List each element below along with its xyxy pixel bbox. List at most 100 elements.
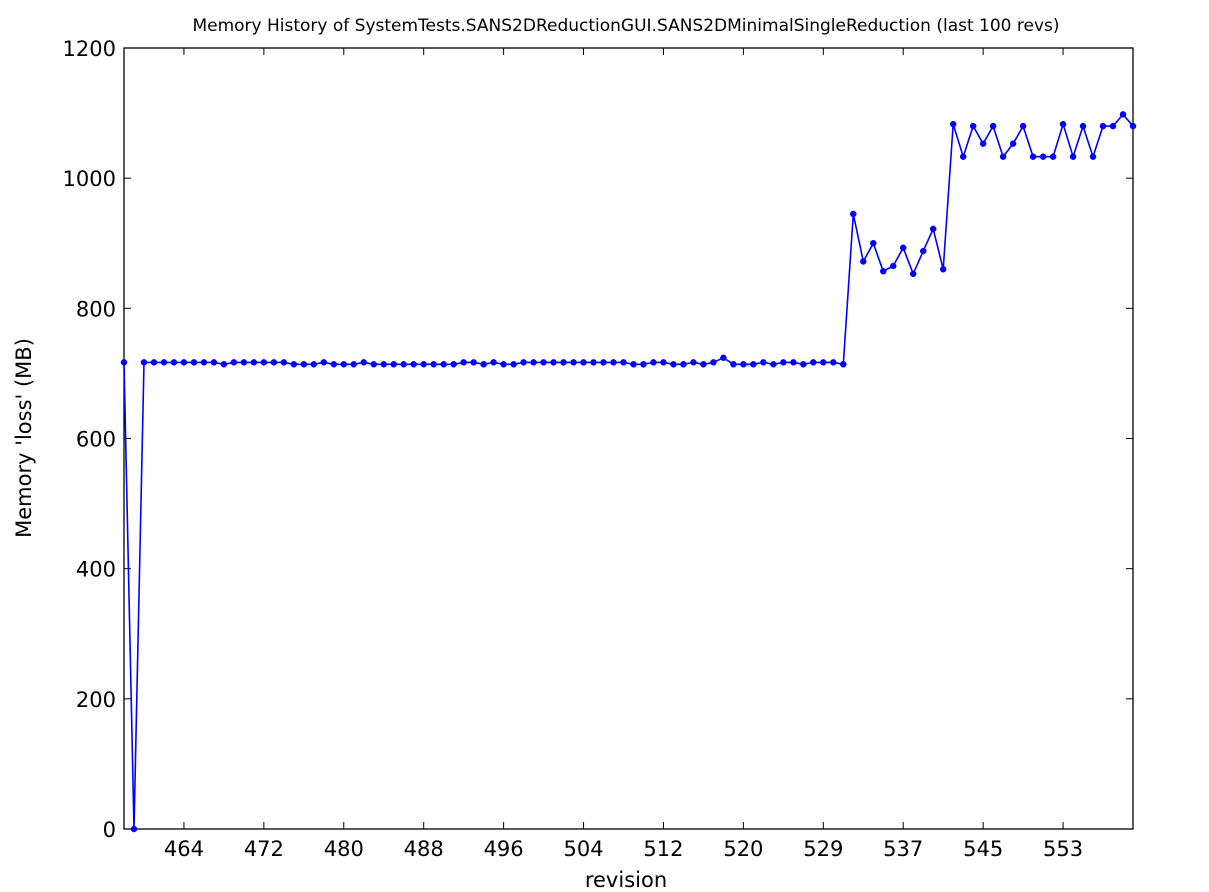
data-point bbox=[410, 361, 417, 368]
data-point bbox=[350, 361, 358, 368]
data-point bbox=[840, 361, 847, 368]
x-tick-label: 504 bbox=[563, 837, 603, 861]
data-point bbox=[1009, 140, 1017, 147]
data-point bbox=[270, 359, 278, 366]
x-tick-label: 520 bbox=[723, 837, 763, 861]
data-point bbox=[1069, 153, 1077, 160]
data-point bbox=[750, 361, 757, 368]
data-point bbox=[390, 361, 397, 368]
chart-title: Memory History of SystemTests.SANS2DRedu… bbox=[192, 16, 1059, 36]
data-point bbox=[420, 361, 427, 368]
data-point bbox=[660, 359, 667, 366]
data-point bbox=[810, 359, 817, 366]
data-point bbox=[680, 361, 687, 368]
x-tick-label: 464 bbox=[164, 837, 204, 861]
data-point bbox=[909, 270, 917, 278]
data-point bbox=[160, 359, 168, 366]
data-point bbox=[430, 361, 437, 368]
data-point bbox=[989, 122, 997, 130]
data-point bbox=[450, 361, 457, 368]
data-point bbox=[380, 361, 387, 368]
data-point bbox=[1119, 111, 1127, 118]
data-point bbox=[180, 359, 188, 366]
data-point bbox=[889, 262, 897, 270]
x-tick-label: 545 bbox=[963, 837, 1003, 861]
data-point bbox=[250, 359, 258, 366]
data-point bbox=[120, 359, 128, 366]
y-tick-label: 0 bbox=[103, 818, 116, 842]
data-point bbox=[280, 359, 288, 366]
data-point bbox=[600, 359, 607, 366]
data-point bbox=[740, 361, 747, 368]
data-point bbox=[1099, 122, 1107, 130]
data-point bbox=[650, 359, 657, 366]
data-point bbox=[979, 140, 987, 147]
data-point bbox=[550, 359, 557, 366]
data-point bbox=[790, 359, 797, 366]
data-point bbox=[330, 361, 338, 368]
data-point bbox=[360, 359, 368, 366]
data-point bbox=[780, 359, 787, 366]
data-point bbox=[240, 359, 248, 366]
data-point bbox=[150, 359, 158, 366]
y-tick-label: 1200 bbox=[63, 37, 116, 61]
data-point bbox=[1059, 120, 1067, 128]
data-point bbox=[870, 240, 877, 247]
data-point bbox=[730, 361, 737, 368]
data-point bbox=[590, 359, 597, 366]
data-point bbox=[460, 359, 467, 366]
data-point bbox=[140, 359, 148, 366]
data-point bbox=[929, 225, 937, 233]
data-point bbox=[919, 247, 927, 255]
data-point bbox=[520, 359, 527, 366]
data-point bbox=[1049, 153, 1057, 160]
data-point bbox=[490, 359, 497, 366]
data-point bbox=[300, 361, 308, 368]
data-point bbox=[670, 361, 677, 368]
data-point bbox=[130, 825, 138, 833]
data-point bbox=[320, 359, 328, 366]
series-line bbox=[123, 113, 1134, 830]
data-point bbox=[580, 359, 587, 366]
data-point bbox=[850, 210, 857, 218]
data-point bbox=[540, 359, 547, 366]
data-point bbox=[800, 361, 807, 368]
data-point bbox=[899, 244, 907, 252]
data-point bbox=[500, 361, 507, 368]
data-point bbox=[200, 359, 208, 366]
data-point bbox=[260, 359, 268, 366]
data-point bbox=[560, 359, 567, 366]
data-point bbox=[230, 359, 238, 366]
data-point bbox=[510, 361, 517, 368]
data-point bbox=[290, 361, 298, 368]
data-point bbox=[939, 266, 947, 273]
y-tick-label: 800 bbox=[76, 297, 116, 321]
y-tick-label: 1000 bbox=[63, 167, 116, 191]
data-point bbox=[969, 122, 977, 130]
x-tick-label: 480 bbox=[324, 837, 364, 861]
data-point bbox=[1089, 153, 1097, 160]
data-point bbox=[999, 153, 1007, 160]
data-point bbox=[879, 267, 887, 275]
data-point bbox=[640, 361, 647, 368]
data-point bbox=[700, 361, 707, 368]
data-point bbox=[220, 361, 228, 368]
data-point bbox=[770, 361, 777, 368]
data-point bbox=[1129, 122, 1137, 130]
plot-area: 0 200 400 600 800 1000 1200 464 472 480 488 496 504 5… bbox=[63, 37, 1137, 861]
data-point bbox=[470, 359, 477, 366]
x-tick-label: 553 bbox=[1043, 837, 1083, 861]
data-point bbox=[480, 361, 487, 368]
plot-frame bbox=[123, 47, 1134, 830]
data-point bbox=[630, 361, 637, 368]
data-point bbox=[340, 361, 348, 368]
data-point bbox=[1029, 153, 1037, 160]
x-tick-label: 488 bbox=[404, 837, 444, 861]
x-tick-label: 472 bbox=[244, 837, 284, 861]
data-point bbox=[1109, 122, 1117, 130]
data-point bbox=[1019, 122, 1027, 130]
data-point bbox=[310, 361, 318, 368]
data-point bbox=[530, 359, 537, 366]
data-point bbox=[440, 361, 447, 368]
data-point bbox=[720, 354, 727, 362]
